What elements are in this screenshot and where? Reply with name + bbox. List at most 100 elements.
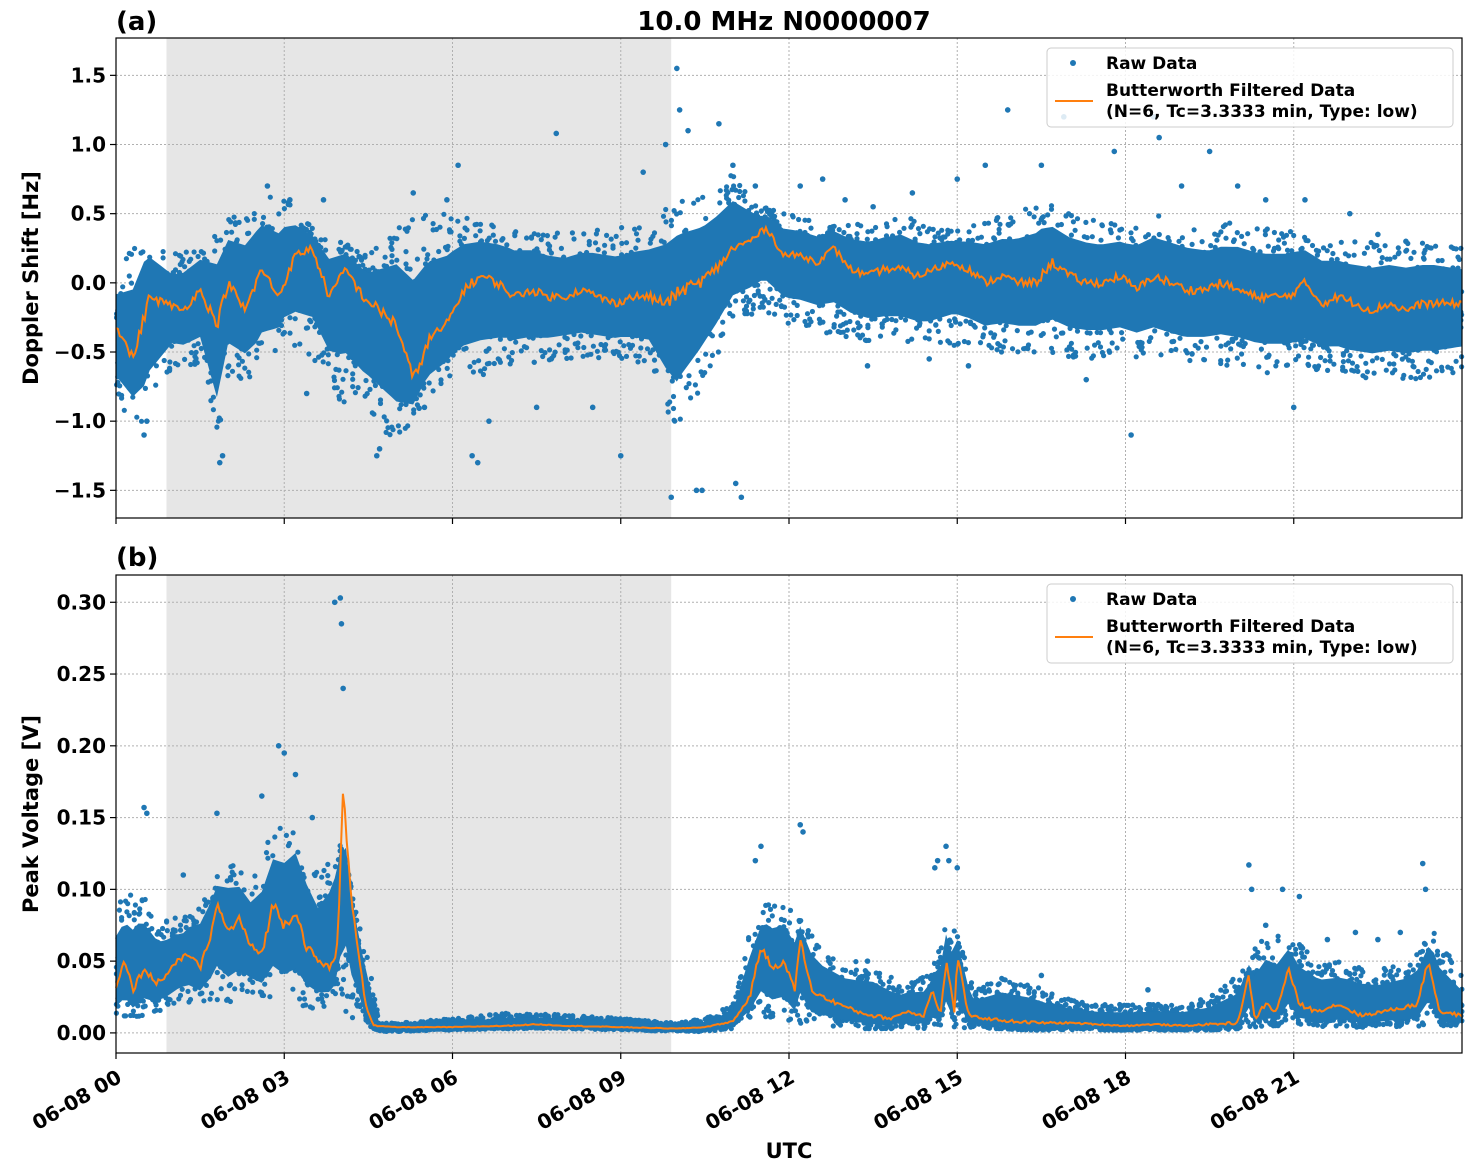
raw-point xyxy=(948,322,954,329)
raw-point xyxy=(686,373,692,379)
raw-point xyxy=(1119,330,1125,336)
raw-point xyxy=(231,214,237,220)
raw-point xyxy=(422,212,429,218)
raw-point xyxy=(1097,344,1104,350)
raw-point xyxy=(558,245,565,251)
raw-point xyxy=(1133,225,1139,231)
raw-point xyxy=(619,240,625,246)
raw-point xyxy=(1060,330,1066,336)
raw-point xyxy=(448,229,454,235)
raw-point xyxy=(1074,216,1081,222)
raw-point xyxy=(1177,335,1183,341)
raw-point xyxy=(1140,350,1146,356)
raw-point xyxy=(544,233,551,239)
raw-point xyxy=(893,318,899,324)
raw-point xyxy=(864,236,870,242)
raw-point xyxy=(806,217,812,223)
raw-point xyxy=(1090,353,1096,359)
raw-point xyxy=(352,390,358,396)
raw-point xyxy=(160,249,166,255)
raw-point xyxy=(844,327,850,333)
raw-point xyxy=(260,221,266,227)
raw-point xyxy=(749,311,755,317)
raw-point xyxy=(394,236,400,242)
raw-point xyxy=(808,225,814,231)
raw-point xyxy=(668,217,675,223)
raw-point xyxy=(1145,232,1151,238)
raw-point xyxy=(538,237,544,243)
raw-point xyxy=(602,242,608,248)
raw-point xyxy=(955,228,961,234)
raw-point xyxy=(229,229,235,235)
raw-point xyxy=(1068,232,1074,238)
raw-point xyxy=(1090,217,1096,223)
raw-point xyxy=(191,249,197,255)
raw-point xyxy=(695,357,701,363)
raw-point xyxy=(794,312,800,319)
raw-point xyxy=(417,392,423,398)
raw-point xyxy=(1262,232,1268,238)
raw-point xyxy=(246,230,252,236)
raw-point xyxy=(1015,349,1021,355)
raw-point xyxy=(1239,351,1245,357)
raw-point xyxy=(531,359,537,365)
raw-point xyxy=(1242,341,1248,347)
raw-point xyxy=(966,229,972,235)
raw-point xyxy=(470,369,476,375)
raw-point xyxy=(246,369,252,375)
raw-point xyxy=(920,223,926,229)
raw-point xyxy=(1187,357,1193,364)
raw-point xyxy=(893,327,899,333)
raw-point xyxy=(1291,232,1297,239)
raw-point xyxy=(193,355,199,362)
raw-point xyxy=(486,346,492,352)
raw-point xyxy=(1152,328,1158,334)
raw-point xyxy=(180,256,186,263)
raw-point xyxy=(1240,361,1246,367)
raw-point xyxy=(897,229,903,235)
raw-point xyxy=(438,380,444,387)
raw-point xyxy=(336,396,342,402)
raw-point xyxy=(482,366,488,372)
raw-point xyxy=(772,213,778,219)
raw-point xyxy=(1208,243,1214,249)
raw-point xyxy=(633,231,640,237)
raw-point xyxy=(234,237,240,243)
raw-point xyxy=(246,351,252,357)
raw-point xyxy=(421,385,427,391)
raw-point xyxy=(996,230,1002,236)
raw-point xyxy=(854,231,860,237)
raw-point xyxy=(884,224,890,230)
raw-point xyxy=(411,410,417,416)
raw-point xyxy=(1171,338,1177,344)
raw-point xyxy=(1068,213,1074,219)
raw-point xyxy=(535,232,541,238)
raw-point xyxy=(636,225,642,231)
raw-point xyxy=(603,342,609,348)
raw-point xyxy=(474,221,480,227)
raw-point xyxy=(1276,246,1282,252)
raw-point xyxy=(500,236,506,242)
raw-point xyxy=(183,249,189,255)
raw-point xyxy=(1089,234,1095,240)
panel-a-label: (a) xyxy=(116,7,157,37)
raw-point xyxy=(281,329,287,336)
raw-point xyxy=(915,226,922,232)
raw-point xyxy=(421,246,427,252)
raw-point xyxy=(965,340,972,346)
raw-point xyxy=(504,242,510,248)
raw-point xyxy=(339,389,345,395)
raw-point xyxy=(1189,241,1195,247)
raw-point xyxy=(444,365,450,371)
raw-point xyxy=(613,233,619,239)
raw-point xyxy=(679,198,685,204)
raw-point xyxy=(121,407,127,413)
raw-point xyxy=(794,302,800,308)
raw-point xyxy=(700,194,706,200)
raw-point xyxy=(540,232,546,238)
raw-point xyxy=(366,267,372,273)
raw-point xyxy=(407,266,413,272)
raw-data-a xyxy=(114,173,1465,438)
raw-point xyxy=(1224,362,1230,368)
raw-point xyxy=(1301,345,1307,351)
